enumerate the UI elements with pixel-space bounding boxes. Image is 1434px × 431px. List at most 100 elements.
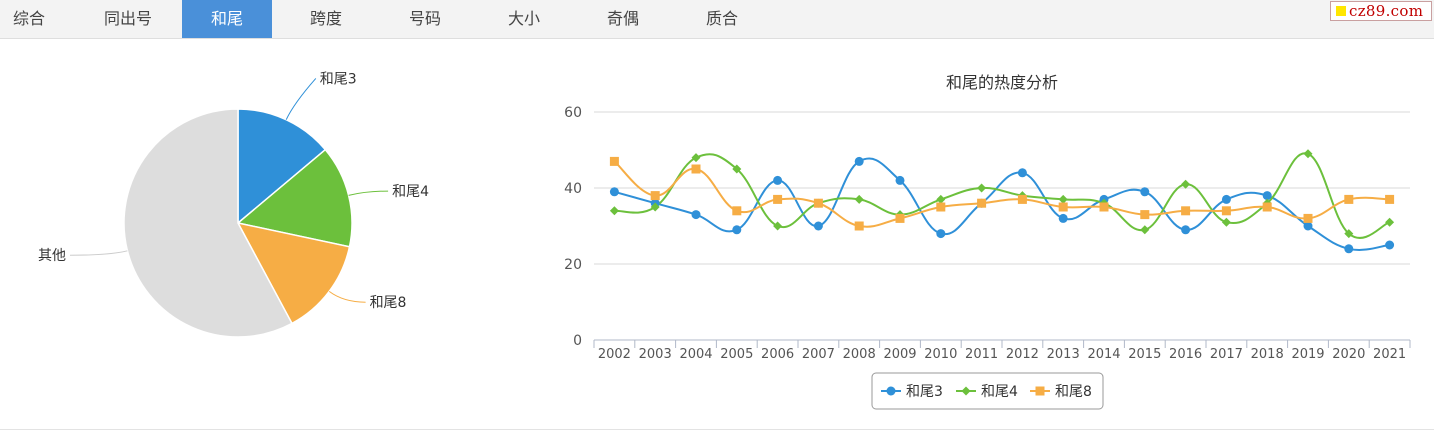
data-point: [1344, 229, 1354, 239]
bottom-divider: [0, 429, 1434, 430]
legend-item[interactable]: 和尾3: [881, 384, 943, 400]
data-point: [1303, 213, 1313, 223]
data-point: [1017, 194, 1027, 204]
data-point: [773, 221, 783, 231]
logo-text: cz89.com: [1349, 2, 1424, 20]
legend-box: [871, 372, 1104, 410]
data-point: [1221, 194, 1231, 204]
data-point: [977, 198, 987, 208]
legend-marker: [961, 386, 971, 396]
tab-odd-even[interactable]: 奇偶: [606, 9, 639, 28]
data-point: [691, 153, 701, 163]
legend-item[interactable]: 和尾8: [1030, 384, 1092, 400]
data-point: [1140, 210, 1150, 220]
data-point: [936, 229, 946, 239]
data-point: [854, 221, 864, 231]
tab-sum-tail[interactable]: 和尾: [182, 0, 272, 38]
data-point: [1099, 202, 1109, 212]
data-point: [773, 194, 783, 204]
legend-label: 和尾3: [906, 384, 943, 400]
x-tick-label: 2018: [1251, 347, 1284, 362]
x-tick-label: 2004: [679, 347, 712, 362]
series-line: [614, 157, 1390, 251]
legend-marker: [1035, 386, 1045, 396]
data-point: [1181, 206, 1191, 216]
data-point: [732, 225, 742, 235]
x-tick-label: 2002: [598, 347, 631, 362]
data-point: [650, 202, 660, 212]
tab-bar: 综合 同出号 和尾 跨度 号码 大小 奇偶 质合 cz89.com: [0, 0, 1434, 39]
data-point: [813, 198, 823, 208]
x-tick-label: 2006: [761, 347, 794, 362]
data-point: [609, 206, 619, 216]
chart-legend: 和尾3 和尾4 和尾8: [871, 372, 1104, 410]
line-chart: 和尾的热度分析 0 20 40 60 2002 2003 2004 2005 2006 2007 20…: [564, 73, 1411, 410]
pie-label-connector: [285, 78, 317, 120]
series-line: [613, 160, 1390, 228]
tab-big-small[interactable]: 大小: [507, 9, 540, 28]
x-tick-label: 2008: [843, 347, 876, 362]
y-tick-label: 0: [573, 333, 582, 349]
data-point: [1140, 187, 1150, 197]
x-tick-label: 2016: [1169, 347, 1202, 362]
data-point: [1017, 168, 1027, 178]
x-tick-label: 2014: [1087, 347, 1120, 362]
pie-slice-label: 和尾3: [320, 71, 357, 87]
legend-label: 和尾8: [1055, 384, 1092, 400]
data-point: [854, 194, 864, 204]
pie-label-connector: [69, 250, 128, 256]
data-point: [1181, 179, 1191, 189]
tab-number[interactable]: 号码: [408, 9, 441, 28]
legend-label: 和尾4: [981, 384, 1018, 400]
data-point: [609, 156, 619, 166]
x-tick-label: 2020: [1332, 347, 1365, 362]
series-line: [614, 152, 1391, 239]
x-tick-label: 2012: [1006, 347, 1039, 362]
data-point: [650, 191, 660, 201]
x-tick-label: 2005: [720, 347, 753, 362]
data-point: [1344, 194, 1354, 204]
data-point: [1058, 202, 1068, 212]
chart-title: 和尾的热度分析: [946, 73, 1058, 92]
tab-same-number[interactable]: 同出号: [103, 9, 152, 28]
site-logo[interactable]: cz89.com: [1330, 1, 1432, 21]
tab-overview[interactable]: 综合: [12, 9, 45, 28]
tab-prime-composite[interactable]: 质合: [705, 9, 738, 28]
pie-slice-label: 和尾8: [370, 295, 407, 311]
data-point: [1303, 221, 1313, 231]
data-point: [1344, 244, 1354, 254]
data-point: [813, 221, 823, 231]
legend-marker: [886, 386, 896, 396]
x-tick-label: 2015: [1128, 347, 1161, 362]
data-point: [1058, 213, 1068, 223]
data-point: [1140, 225, 1150, 235]
data-point: [732, 164, 742, 174]
data-point: [773, 175, 783, 185]
pie-slice: [123, 108, 293, 338]
pie-slice-label: 和尾4: [392, 184, 429, 200]
x-tick-label: 2007: [802, 347, 835, 362]
data-point: [1221, 206, 1231, 216]
pie-chart: 和尾3 和尾4 和尾8 其他: [38, 71, 429, 338]
data-point: [854, 156, 864, 166]
legend-item[interactable]: 和尾4: [956, 384, 1018, 400]
data-point: [936, 202, 946, 212]
data-point: [1181, 225, 1191, 235]
x-tick-label: 2010: [924, 347, 957, 362]
pie-label-connector: [328, 290, 366, 303]
x-tick-label: 2019: [1291, 347, 1324, 362]
data-point: [1058, 194, 1068, 204]
data-point: [1385, 217, 1395, 227]
data-point: [1221, 217, 1231, 227]
data-point: [1385, 194, 1395, 204]
y-tick-label: 40: [564, 181, 582, 197]
data-point: [936, 194, 946, 204]
tab-span[interactable]: 跨度: [309, 9, 342, 28]
data-point: [609, 187, 619, 197]
x-tick-label: 2021: [1373, 347, 1406, 362]
pie-label-connector: [348, 190, 389, 196]
x-tick-label: 2003: [639, 347, 672, 362]
x-tick-label: 2013: [1047, 347, 1080, 362]
x-tick-label: 2017: [1210, 347, 1243, 362]
data-point: [895, 175, 905, 185]
